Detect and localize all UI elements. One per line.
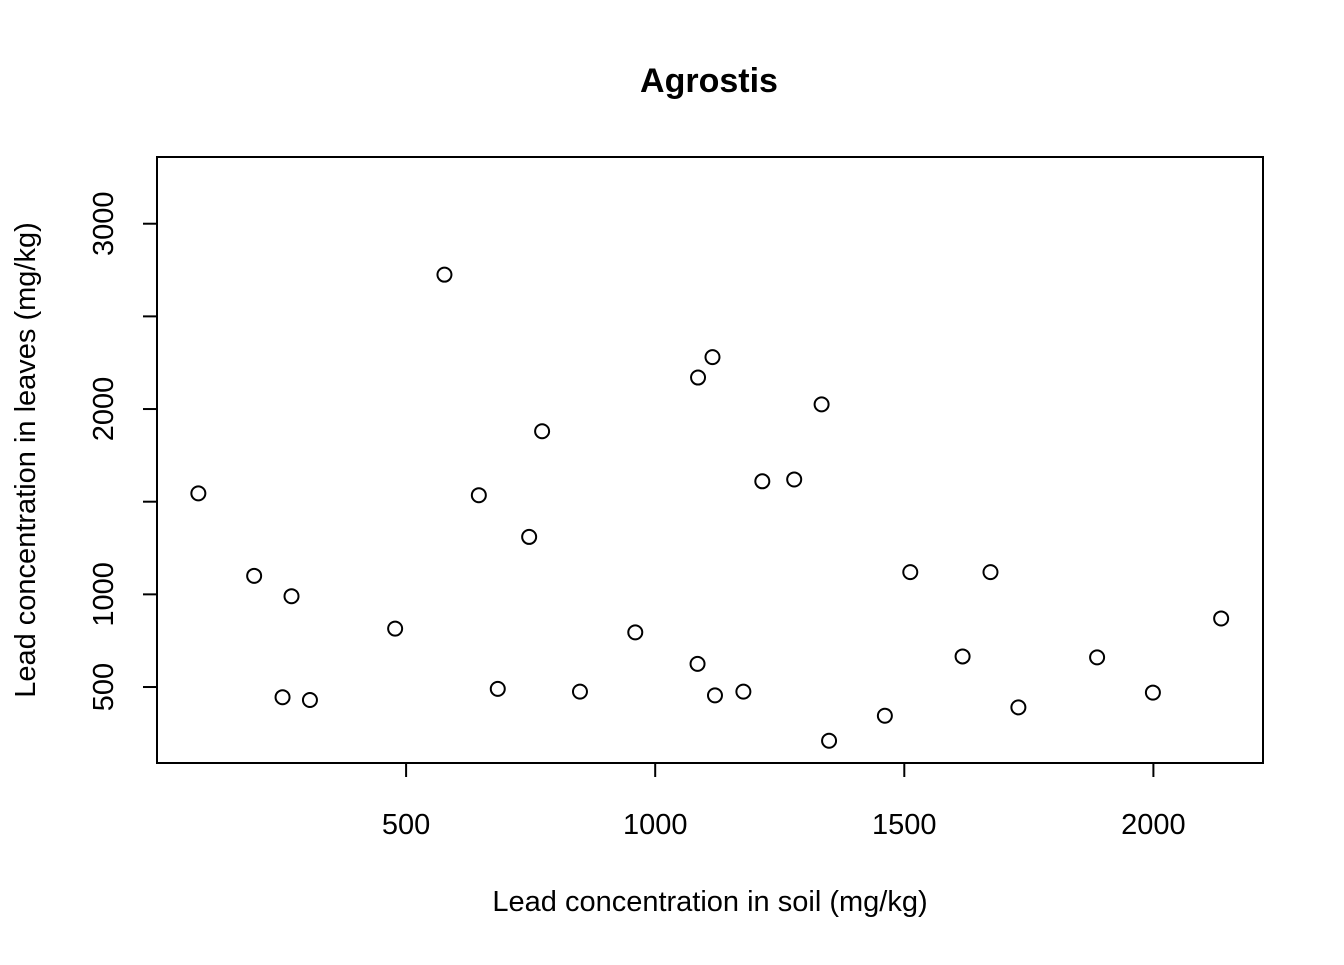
x-tick-label: 1000 (623, 809, 688, 841)
data-point (1213, 610, 1230, 627)
data-point (283, 588, 300, 605)
data-point (246, 567, 263, 584)
data-point (436, 266, 453, 283)
x-tick-label: 2000 (1121, 809, 1186, 841)
data-point (821, 732, 838, 749)
data-point (571, 683, 588, 700)
data-point (1089, 649, 1106, 666)
data-point (982, 564, 999, 581)
x-axis: 500 1000 1500 2000 (382, 763, 1186, 841)
chart-title: Agrostis (640, 62, 778, 100)
y-tick-label: 1000 (88, 562, 120, 627)
data-point (387, 620, 404, 637)
data-point (1144, 684, 1161, 701)
data-point (786, 471, 803, 488)
plot-frame (156, 156, 1264, 764)
data-point (489, 680, 506, 697)
data-point (735, 683, 752, 700)
y-axis-label: Lead concentration in leaves (mg/kg) (10, 222, 42, 698)
x-axis-label: Lead concentration in soil (mg/kg) (492, 886, 927, 918)
data-point (190, 485, 207, 502)
data-point (470, 487, 487, 504)
data-point (627, 624, 644, 641)
data-point (689, 655, 706, 672)
data-point (534, 423, 551, 440)
data-point (954, 648, 971, 665)
data-point (274, 689, 291, 706)
data-point (521, 528, 538, 545)
y-tick-label: 2000 (88, 377, 120, 442)
y-tick-label: 3000 (88, 191, 120, 256)
data-point (902, 564, 919, 581)
data-point (704, 349, 721, 366)
data-point (754, 473, 771, 490)
x-tick-label: 500 (382, 809, 430, 841)
data-point (876, 707, 893, 724)
data-points (190, 266, 1230, 749)
data-point (706, 687, 723, 704)
data-point (301, 691, 318, 708)
data-point (1010, 699, 1027, 716)
x-tick-label: 1500 (872, 809, 937, 841)
y-axis: 500 1000 2000 3000 (88, 191, 157, 711)
data-point (813, 396, 830, 413)
data-point (690, 369, 707, 386)
y-tick-label: 500 (88, 663, 120, 711)
